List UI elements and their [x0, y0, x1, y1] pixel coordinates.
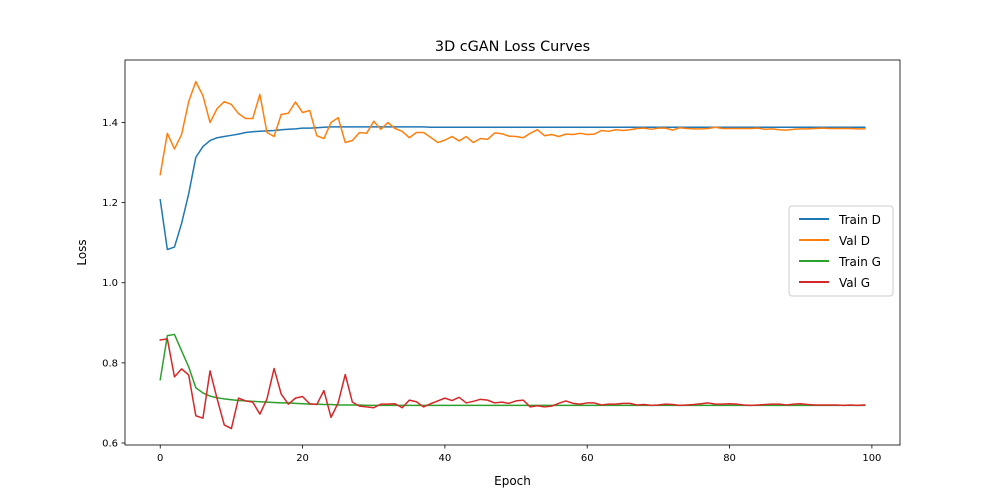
y-tick-label: 0.6 [102, 438, 118, 449]
y-tick-label: 1.0 [102, 278, 118, 289]
y-tick-label: 0.8 [102, 358, 118, 369]
y-axis-label: Loss [75, 239, 89, 265]
x-axis-label: Epoch [494, 474, 531, 488]
legend-label-val-d: Val D [839, 234, 870, 248]
y-tick-label: 1.2 [102, 198, 118, 209]
legend-label-train-g: Train G [838, 255, 881, 269]
x-tick-label: 0 [157, 453, 163, 464]
x-tick-label: 40 [439, 453, 452, 464]
series-line-val-d [159, 80, 866, 176]
plot-series [159, 80, 866, 430]
legend-label-val-g: Val G [839, 276, 870, 290]
x-axis: 0 20 40 60 80 100 [157, 445, 881, 464]
legend: Train D Val D Train G Val G [788, 205, 894, 297]
y-tick-label: 1.4 [102, 118, 118, 129]
x-tick-label: 20 [296, 453, 309, 464]
x-tick-label: 80 [723, 453, 736, 464]
chart-title: 3D cGAN Loss Curves [435, 39, 590, 55]
x-tick-label: 100 [862, 453, 881, 464]
y-axis: 0.6 0.8 1.0 1.2 1.4 [102, 118, 125, 449]
legend-frame [788, 205, 894, 297]
plot-frame [124, 59, 901, 446]
x-tick-label: 60 [581, 453, 594, 464]
series-line-train-d [159, 126, 866, 251]
series-line-val-g [159, 338, 866, 430]
legend-label-train-d: Train D [838, 213, 881, 227]
